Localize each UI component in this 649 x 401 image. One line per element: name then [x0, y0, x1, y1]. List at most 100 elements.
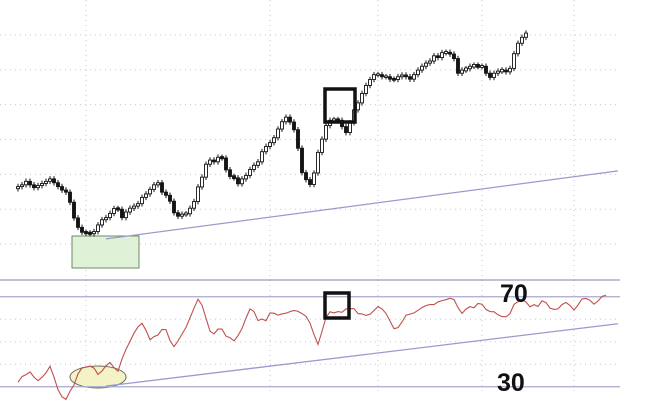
candle — [172, 198, 176, 216]
candle — [344, 123, 348, 136]
candle — [464, 65, 468, 73]
candle — [388, 73, 392, 82]
candle — [156, 179, 160, 188]
candle — [368, 76, 372, 89]
candle — [492, 70, 496, 81]
candle — [312, 170, 316, 188]
candle — [192, 198, 196, 211]
candle — [276, 126, 280, 141]
candle — [256, 159, 260, 169]
candle — [448, 49, 452, 57]
candle — [280, 118, 284, 132]
candle — [112, 205, 116, 217]
candle — [284, 114, 288, 125]
candle — [76, 215, 80, 231]
candle — [152, 182, 156, 193]
candle — [44, 178, 48, 187]
support-markers — [69, 235, 140, 389]
candle — [460, 67, 464, 77]
candle — [40, 180, 44, 189]
candle — [168, 192, 172, 205]
candle — [524, 30, 528, 41]
candle — [496, 68, 500, 77]
candle — [164, 189, 168, 199]
candle — [320, 136, 324, 156]
candle — [208, 157, 212, 168]
candle — [356, 100, 360, 113]
candle — [468, 63, 472, 72]
price-trend-line — [105, 170, 619, 240]
candle — [180, 211, 184, 220]
candle — [516, 40, 520, 57]
rsi-level-30-label: 30 — [497, 369, 525, 397]
rsi-low-support-ellipse — [69, 365, 127, 389]
candle — [300, 145, 304, 176]
candle — [16, 183, 20, 192]
candle — [128, 205, 132, 215]
candle — [20, 182, 24, 190]
candle — [472, 62, 476, 70]
candle — [252, 162, 256, 173]
candle — [444, 49, 448, 56]
candle — [124, 209, 128, 221]
candle — [440, 49, 444, 61]
grid — [0, 0, 620, 392]
candle — [268, 139, 272, 150]
candle — [380, 71, 384, 80]
candle — [392, 76, 396, 83]
candle — [52, 176, 56, 186]
candle — [424, 60, 428, 70]
candle — [140, 194, 144, 207]
rsi-line — [17, 294, 607, 401]
candle — [408, 73, 412, 82]
candle — [72, 199, 76, 221]
candle — [296, 126, 300, 152]
candle — [96, 222, 100, 235]
candle — [28, 178, 32, 188]
candle — [200, 174, 204, 190]
candle — [432, 53, 436, 64]
candle — [372, 71, 376, 83]
candle — [364, 82, 368, 97]
candle — [360, 90, 364, 106]
candle — [396, 73, 400, 83]
candle — [404, 72, 408, 80]
candle — [428, 58, 432, 66]
rsi-peak-highlight-box — [323, 291, 351, 320]
candle — [248, 166, 252, 179]
candle — [228, 167, 232, 180]
candle — [324, 122, 328, 142]
candle — [244, 172, 248, 182]
rsi-level-lines — [0, 279, 620, 388]
rsi-level-70-label: 70 — [500, 280, 528, 308]
candle — [476, 62, 480, 70]
candle — [144, 191, 148, 201]
candle — [260, 148, 264, 165]
price-candles — [16, 30, 528, 237]
candle — [288, 114, 292, 125]
candle — [88, 230, 92, 237]
candle — [92, 228, 96, 237]
candle — [80, 224, 84, 236]
candle — [512, 50, 516, 72]
candle — [136, 200, 140, 209]
candle — [436, 53, 440, 61]
candle — [36, 182, 40, 191]
trend-lines — [105, 170, 619, 387]
candle — [84, 229, 88, 236]
candle — [264, 143, 268, 155]
candle — [132, 203, 136, 211]
candle — [400, 72, 404, 80]
candle — [480, 63, 484, 70]
candle — [384, 73, 388, 80]
candle — [376, 71, 380, 78]
candle — [508, 65, 512, 75]
price-peak-highlight-box — [323, 87, 357, 124]
candle — [48, 176, 52, 185]
candle — [304, 169, 308, 183]
candle — [412, 71, 416, 82]
candle — [272, 134, 276, 146]
candle — [456, 55, 460, 77]
candle — [64, 187, 68, 195]
